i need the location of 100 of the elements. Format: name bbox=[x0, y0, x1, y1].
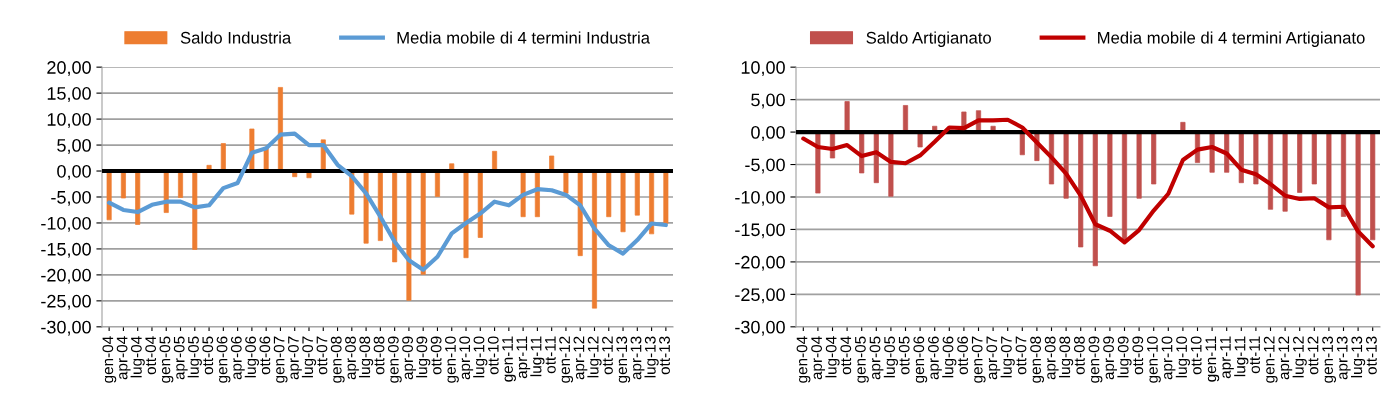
x-tick-label: ott-13 bbox=[659, 336, 670, 375]
y-tick-label: 5,00 bbox=[751, 93, 785, 109]
x-tick-label: apr-12 bbox=[573, 336, 588, 380]
y-tick-label: -25,00 bbox=[41, 294, 91, 310]
x-tick-label: apr-09 bbox=[402, 336, 417, 380]
x-tick-label: gen-08 bbox=[1030, 336, 1045, 383]
x-tick-label: lug-08 bbox=[358, 336, 374, 378]
x-tick-label: lug-13 bbox=[1350, 336, 1366, 378]
x-tick-label: gen-13 bbox=[616, 336, 631, 383]
y-tick-label: 0,00 bbox=[57, 164, 91, 180]
x-tick-label: ott-10 bbox=[487, 336, 499, 375]
x-tick-label: gen-12 bbox=[559, 336, 574, 383]
x-tick-label: apr-13 bbox=[1336, 336, 1351, 380]
bar bbox=[477, 170, 483, 238]
x-tick-label: ott-11 bbox=[545, 336, 556, 374]
x-tick-label: lug-11 bbox=[530, 336, 545, 377]
x-tick-label: lug-09 bbox=[1117, 336, 1132, 378]
x-tick-label: gen-05 bbox=[159, 336, 174, 383]
x-tick-label: apr-07 bbox=[288, 336, 302, 380]
x-tick-label: apr-07 bbox=[986, 336, 1001, 380]
x-tick-label: lug-07 bbox=[1000, 336, 1015, 378]
x-tick-label: gen-08 bbox=[330, 336, 345, 383]
x-tick-label: gen-10 bbox=[445, 336, 459, 383]
legend-label: Saldo Industria bbox=[180, 31, 292, 44]
bar bbox=[577, 170, 583, 257]
x-tick-label: apr-06 bbox=[230, 336, 245, 380]
x-tick-label: apr-13 bbox=[630, 336, 645, 380]
x-tick-label: ott-06 bbox=[957, 336, 968, 375]
y-tick-label: 5,00 bbox=[57, 138, 91, 154]
x-tick-label: lug-04 bbox=[130, 336, 145, 378]
x-tick-label: apr-11 bbox=[1220, 336, 1234, 379]
bar bbox=[1107, 131, 1113, 217]
x-tick-label: lug-12 bbox=[587, 336, 602, 378]
bar bbox=[844, 101, 850, 133]
bar bbox=[902, 105, 909, 133]
x-tick-label: lug-06 bbox=[244, 336, 260, 378]
bar bbox=[634, 170, 640, 216]
x-tick-label: gen-12 bbox=[1263, 336, 1278, 383]
bar bbox=[1370, 131, 1376, 241]
x-tick-label: ott-07 bbox=[1015, 336, 1027, 375]
x-tick-label: gen-05 bbox=[854, 336, 869, 383]
bar bbox=[1151, 131, 1157, 185]
x-tick-label: ott-08 bbox=[373, 336, 385, 375]
legend-label: Media mobile di 4 termini Industria bbox=[397, 31, 650, 44]
bar bbox=[663, 170, 669, 224]
x-tick-label: lug-12 bbox=[1292, 336, 1307, 378]
x-tick-label: gen-04 bbox=[102, 336, 117, 383]
y-tick-label: -15,00 bbox=[735, 223, 785, 239]
x-tick-label: lug-05 bbox=[883, 336, 899, 378]
x-tick-label: lug-05 bbox=[187, 336, 202, 378]
x-tick-label: lug-13 bbox=[644, 336, 659, 378]
x-tick-label: lug-08 bbox=[1058, 336, 1074, 378]
y-tick-label: -10,00 bbox=[735, 190, 785, 206]
bar bbox=[815, 131, 821, 194]
x-tick-label: gen-07 bbox=[971, 336, 986, 383]
bar bbox=[406, 170, 412, 301]
x-tick-label: gen-06 bbox=[216, 336, 231, 383]
y-tick-label: -10,00 bbox=[41, 216, 91, 232]
bar bbox=[277, 87, 283, 172]
y-tick-label: -20,00 bbox=[735, 255, 785, 271]
x-tick-label: lug-11 bbox=[1234, 336, 1249, 377]
line-series bbox=[107, 131, 668, 272]
x-tick-label: gen-11 bbox=[502, 336, 516, 382]
y-tick-label: -20,00 bbox=[41, 268, 91, 284]
bar bbox=[1078, 131, 1084, 248]
x-tick-label: gen-11 bbox=[1205, 336, 1220, 382]
bar bbox=[1092, 131, 1098, 267]
bar bbox=[606, 170, 612, 218]
x-tick-label: apr-06 bbox=[927, 336, 942, 380]
bar bbox=[463, 170, 469, 259]
x-tick-label: ott-09 bbox=[1132, 336, 1144, 375]
bar bbox=[1355, 131, 1361, 296]
bar bbox=[1267, 131, 1274, 210]
y-tick-label: -30,00 bbox=[735, 320, 785, 336]
x-tick-label: ott-11 bbox=[1249, 336, 1260, 374]
y-tick-label: 20,00 bbox=[47, 61, 91, 77]
y-tick-label: 10,00 bbox=[741, 61, 785, 77]
x-tick-label: apr-04 bbox=[116, 336, 131, 380]
bar bbox=[434, 170, 440, 197]
x-tick-label: gen-13 bbox=[1322, 336, 1337, 383]
x-tick-label: ott-04 bbox=[840, 336, 852, 375]
x-tick-label: apr-08 bbox=[345, 336, 359, 380]
x-tick-label: apr-10 bbox=[1161, 336, 1176, 380]
x-tick-label: ott-13 bbox=[1365, 336, 1377, 375]
bar bbox=[1311, 131, 1317, 185]
bar bbox=[178, 170, 183, 198]
y-tick-label: -25,00 bbox=[735, 288, 785, 304]
x-tick-label: ott-05 bbox=[898, 336, 910, 375]
x-tick-label: gen-06 bbox=[913, 336, 928, 383]
x-tick-label: ott-08 bbox=[1073, 336, 1085, 375]
x-tick-label: ott-04 bbox=[145, 336, 157, 375]
x-tick-label: gen-04 bbox=[796, 336, 811, 383]
x-tick-label: gen-10 bbox=[1146, 336, 1161, 383]
x-tick-label: lug-09 bbox=[416, 336, 431, 378]
x-tick-label: apr-10 bbox=[459, 336, 474, 380]
x-tick-label: apr-05 bbox=[173, 336, 188, 380]
line-series bbox=[801, 117, 1375, 249]
y-tick-label: -30,00 bbox=[41, 320, 91, 336]
x-tick-label: ott-09 bbox=[430, 336, 442, 375]
x-tick-label: gen-09 bbox=[1088, 336, 1103, 383]
